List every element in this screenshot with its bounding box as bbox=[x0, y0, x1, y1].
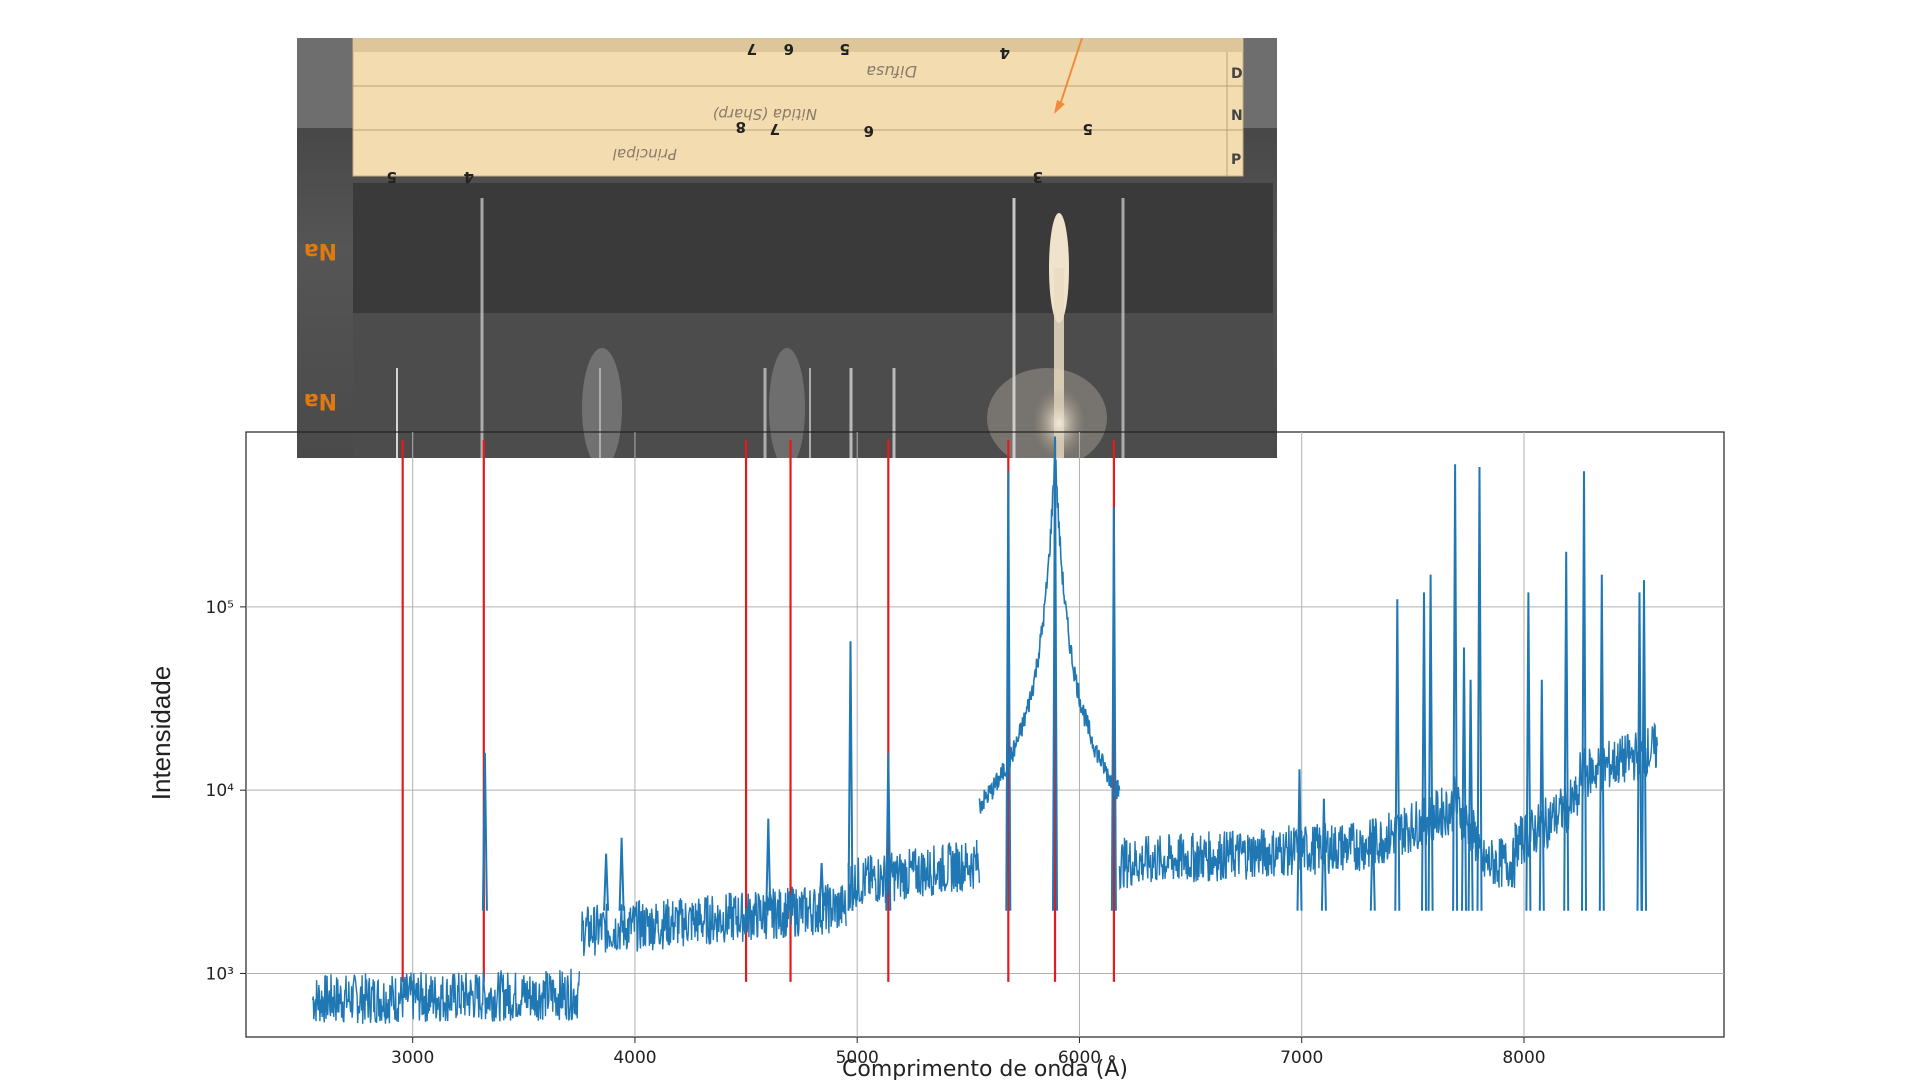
spectrum-peak bbox=[1641, 580, 1647, 911]
paper-strip-torn-edge bbox=[353, 38, 1243, 52]
plate-number: 5 bbox=[840, 40, 850, 58]
plate-number: 8 bbox=[736, 118, 746, 136]
spectrum-segment bbox=[1367, 787, 1454, 867]
spectrum-peak bbox=[1563, 551, 1570, 911]
x-tick-label: 3000 bbox=[391, 1048, 434, 1068]
y-axis-label: Intensidade bbox=[146, 666, 176, 800]
handwriting-nitida: Nitida (Sharp) bbox=[712, 105, 817, 123]
plate-number: 6 bbox=[864, 122, 874, 140]
spectrum-band-lower bbox=[353, 313, 1273, 458]
row-letter-n: N bbox=[1231, 108, 1243, 124]
plate-number: 4 bbox=[1000, 44, 1010, 62]
x-tick-label: 5000 bbox=[836, 1048, 879, 1068]
x-tick-label: 8000 bbox=[1502, 1048, 1545, 1068]
element-label-na: Na bbox=[304, 388, 337, 413]
arrow-head bbox=[1054, 100, 1065, 114]
spectrum-peak bbox=[1394, 599, 1401, 911]
spectrum-peak bbox=[1538, 679, 1545, 911]
paper-strip bbox=[352, 38, 1244, 177]
spectrum-peak bbox=[618, 837, 625, 911]
spectrum-peak bbox=[603, 853, 610, 911]
spectrum-peak bbox=[1461, 647, 1467, 911]
spectrum-peak bbox=[765, 818, 772, 911]
spectrum-peak bbox=[1110, 507, 1117, 911]
spectrum-peak bbox=[1369, 818, 1376, 911]
handwriting-principal: Principal bbox=[612, 145, 677, 163]
spectrum-series bbox=[312, 436, 1658, 1024]
spectrum-peak bbox=[1421, 592, 1427, 911]
element-label-na: Na bbox=[304, 238, 337, 263]
spectrum-band-upper bbox=[353, 183, 1273, 313]
spectrum-peak bbox=[1320, 798, 1327, 911]
x-axis-ticks: 3000 4000 5000 6000 7000 8000 bbox=[391, 1037, 1546, 1068]
continuum-glow bbox=[769, 348, 805, 458]
y-tick-label: 10⁵ bbox=[206, 598, 234, 618]
spectrum-peak bbox=[847, 641, 854, 911]
spectrum-segment bbox=[1478, 837, 1516, 888]
spectrum-peak bbox=[1581, 471, 1587, 911]
y-tick-label: 10⁴ bbox=[206, 781, 235, 801]
spectrum-segment bbox=[847, 839, 981, 909]
x-tick-label: 4000 bbox=[613, 1048, 656, 1068]
spectrum-segment bbox=[312, 968, 581, 1024]
x-tick-label: 7000 bbox=[1280, 1048, 1323, 1068]
na-d-line-column bbox=[1054, 268, 1064, 458]
spectrum-segment bbox=[580, 884, 847, 956]
spectrum-peak bbox=[1598, 574, 1605, 911]
spectrum-peak bbox=[1476, 466, 1483, 911]
plate-number: 6 bbox=[784, 40, 794, 58]
spectrum-peak bbox=[818, 863, 825, 911]
spectrum-peak bbox=[1427, 574, 1434, 911]
grid bbox=[246, 432, 1724, 1037]
spectrum-peak bbox=[885, 752, 892, 911]
spectrum-peak bbox=[481, 752, 488, 911]
spectral-plate-photo: Principal Nitida (Sharp) Difusa D N P 7 … bbox=[297, 38, 1277, 458]
na-d-wings bbox=[978, 453, 1121, 814]
handwriting-difusa: Difusa bbox=[866, 62, 917, 81]
spectrum-segment bbox=[1514, 776, 1581, 867]
plate-number: 7 bbox=[770, 120, 780, 138]
spectrum-segment bbox=[1118, 822, 1370, 891]
plate-number: 4 bbox=[464, 168, 474, 186]
plate-number: 5 bbox=[1083, 120, 1093, 138]
x-axis-label: Comprimento de onda (Å) bbox=[842, 1055, 1128, 1080]
plate-number: 3 bbox=[1033, 168, 1043, 186]
spectrum-peak bbox=[1005, 471, 1012, 911]
continuum-glow bbox=[582, 348, 622, 458]
spectrum-peak bbox=[1296, 769, 1303, 911]
spectrum-peak bbox=[1467, 679, 1474, 911]
row-letter-p: P bbox=[1231, 152, 1241, 168]
spectrum-peak bbox=[1452, 464, 1459, 911]
row-letter-d: D bbox=[1231, 66, 1243, 82]
spectrum-peak bbox=[1525, 592, 1532, 911]
arrow-line bbox=[1058, 38, 1083, 109]
plate-number: 7 bbox=[747, 40, 757, 58]
y-axis-ticks: 10³ 10⁴ 10⁵ bbox=[206, 598, 246, 984]
plot-frame bbox=[245, 431, 1725, 1038]
x-tick-label: 6000 bbox=[1058, 1048, 1101, 1068]
y-tick-label: 10³ bbox=[206, 964, 234, 984]
spectrum-peak bbox=[1636, 592, 1643, 911]
plate-number: 5 bbox=[387, 168, 397, 186]
na-d-line-halo bbox=[1033, 387, 1085, 458]
spectrum-peak bbox=[1052, 436, 1058, 911]
